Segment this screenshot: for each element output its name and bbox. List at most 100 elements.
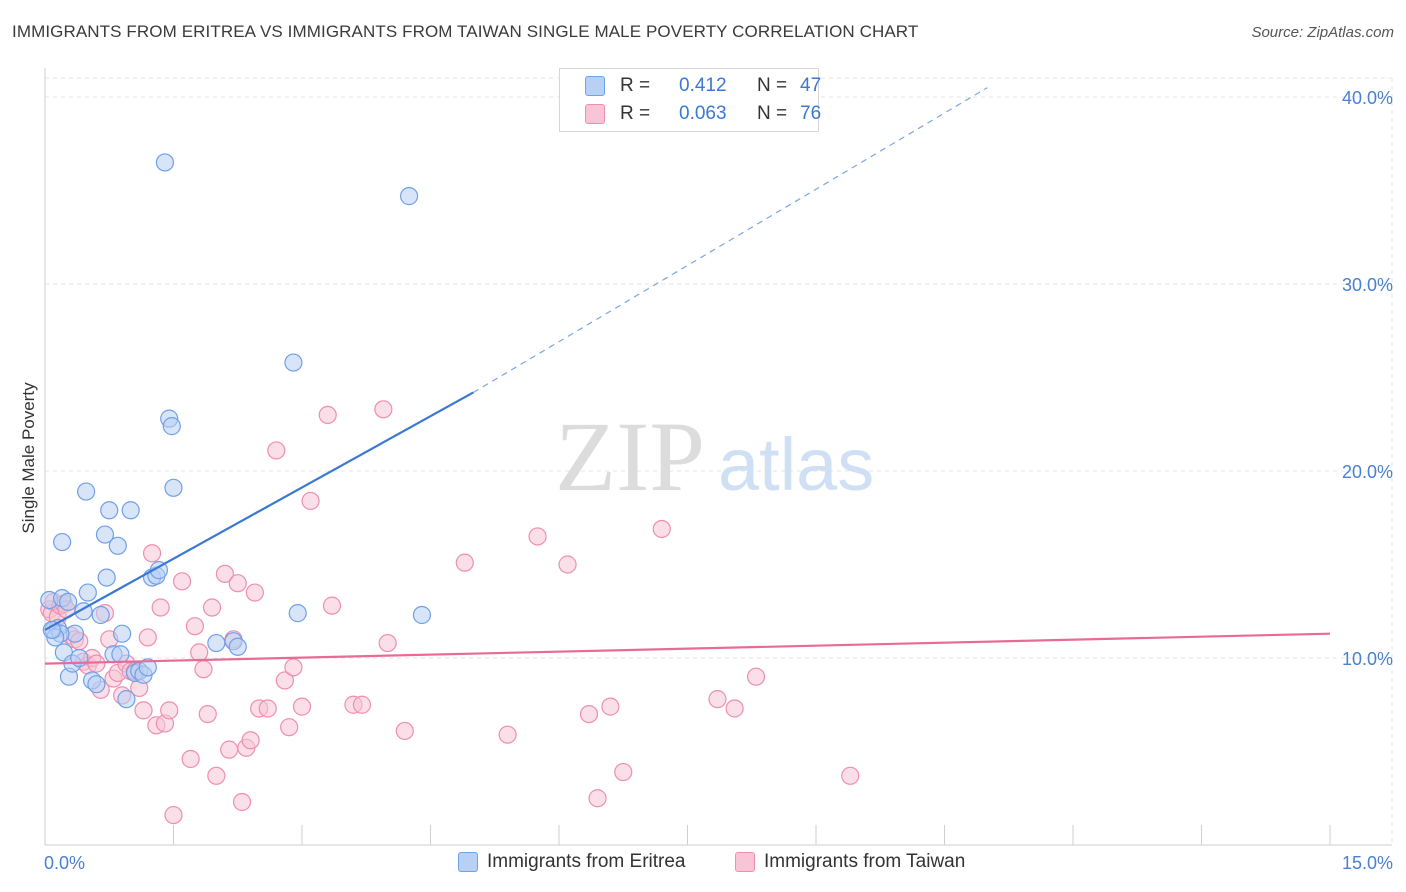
- taiwan-point: [746, 667, 766, 686]
- eritrea-point: [95, 525, 115, 544]
- taiwan-point: [207, 766, 226, 785]
- taiwan-point: [455, 553, 474, 572]
- taiwan-point: [194, 660, 213, 679]
- taiwan-point: [841, 766, 860, 785]
- stats-r-label: R =: [620, 75, 651, 96]
- taiwan-point: [151, 598, 170, 617]
- legend-label-taiwan: Immigrants from Taiwan: [764, 851, 966, 872]
- taiwan-point: [708, 690, 727, 709]
- stats-r-value-eritrea: 0.412: [679, 75, 727, 96]
- stats-swatch-eritrea: [585, 76, 605, 96]
- eritrea-point: [111, 645, 130, 664]
- eritrea-point: [207, 633, 226, 653]
- eritrea-point: [399, 187, 419, 206]
- taiwan-point: [220, 740, 239, 759]
- eritrea-trend-line: [44, 391, 474, 631]
- taiwan-point: [614, 762, 633, 782]
- taiwan-point: [164, 805, 183, 825]
- taiwan-point: [198, 704, 217, 724]
- taiwan-point: [185, 617, 205, 636]
- taiwan-point: [134, 701, 153, 720]
- taiwan-point: [202, 598, 222, 617]
- legend-item-eritrea[interactable]: Immigrants from Eritrea: [458, 851, 685, 873]
- eritrea-point: [59, 592, 78, 612]
- eritrea-point: [284, 353, 303, 372]
- taiwan-point: [245, 583, 264, 602]
- stats-n-label: N =: [757, 75, 788, 96]
- taiwan-point: [142, 544, 162, 563]
- taiwan-point: [160, 701, 179, 720]
- taiwan-point: [232, 792, 252, 812]
- taiwan-point: [258, 699, 277, 718]
- taiwan-point: [322, 596, 342, 615]
- eritrea-point: [412, 605, 432, 625]
- taiwan-point: [725, 699, 744, 718]
- taiwan-point: [352, 695, 372, 714]
- stats-n-value-taiwan: 76: [800, 103, 822, 124]
- stats-n-value-eritrea: 47: [800, 75, 822, 96]
- taiwan-point: [588, 789, 607, 808]
- y-tick-label: 30.0%: [1342, 275, 1393, 295]
- eritrea-point: [162, 417, 181, 436]
- taiwan-point: [172, 572, 192, 591]
- legend-label-eritrea: Immigrants from Eritrea: [487, 851, 686, 872]
- eritrea-point: [164, 478, 183, 497]
- watermark: ZIP atlas: [555, 401, 874, 512]
- legend-swatch-taiwan: [735, 852, 755, 872]
- x-tick-label: 15.0%: [1342, 853, 1393, 873]
- eritrea-point: [121, 501, 140, 520]
- eritrea-point: [108, 536, 127, 555]
- eritrea-point: [100, 501, 119, 520]
- y-tick-label: 10.0%: [1342, 649, 1393, 669]
- taiwan-point: [228, 574, 247, 593]
- taiwan-point: [558, 555, 577, 574]
- points-layer: [40, 153, 860, 825]
- taiwan-point: [275, 671, 294, 690]
- taiwan-point: [181, 749, 200, 769]
- trend-layer: [44, 87, 1331, 665]
- legend-item-taiwan[interactable]: Immigrants from Taiwan: [735, 851, 965, 873]
- legend: Immigrants from Eritrea Immigrants from …: [0, 851, 1406, 877]
- y-axis-label: Single Male Poverty: [19, 382, 38, 534]
- eritrea-point: [97, 568, 116, 587]
- eritrea-point: [117, 690, 136, 709]
- stats-swatch-taiwan: [585, 104, 605, 124]
- taiwan-point: [241, 731, 260, 750]
- eritrea-point: [155, 153, 175, 172]
- eritrea-point: [149, 561, 169, 580]
- eritrea-point: [53, 532, 72, 552]
- taiwan-point: [284, 658, 303, 677]
- taiwan-point: [267, 441, 286, 460]
- legend-swatch-eritrea: [458, 852, 478, 872]
- taiwan-point: [190, 643, 209, 662]
- y-tick-label: 20.0%: [1342, 462, 1393, 482]
- taiwan-point: [579, 704, 599, 724]
- eritrea-trend-extension: [473, 87, 988, 393]
- taiwan-point: [378, 633, 397, 653]
- eritrea-point: [87, 675, 106, 694]
- taiwan-point: [292, 697, 312, 716]
- taiwan-point: [318, 405, 337, 424]
- y-tick-label: 40.0%: [1342, 88, 1393, 108]
- eritrea-point: [77, 482, 96, 501]
- taiwan-point: [498, 725, 517, 744]
- taiwan-point: [528, 527, 547, 546]
- eritrea-point: [78, 583, 97, 602]
- chart-title: IMMIGRANTS FROM ERITREA VS IMMIGRANTS FR…: [12, 22, 919, 41]
- taiwan-point: [395, 721, 414, 741]
- taiwan-point: [138, 628, 157, 647]
- eritrea-point: [42, 620, 61, 640]
- taiwan-point: [280, 718, 299, 737]
- eritrea-point: [91, 605, 110, 625]
- x-tick-label: 0.0%: [44, 853, 85, 873]
- taiwan-trend-line: [44, 632, 1331, 665]
- taiwan-point: [601, 697, 620, 716]
- stats-r-value-taiwan: 0.063: [679, 103, 727, 124]
- axis-layer: 10.0% 20.0% 30.0% 40.0% 0.0% 15.0%: [44, 68, 1393, 873]
- stats-legend-box: R = 0.412 N = 47 R = 0.063 N = 76: [559, 68, 822, 132]
- taiwan-point: [215, 564, 234, 583]
- taiwan-point: [652, 519, 671, 539]
- taiwan-point: [374, 400, 393, 419]
- stats-n-label: N =: [757, 103, 788, 124]
